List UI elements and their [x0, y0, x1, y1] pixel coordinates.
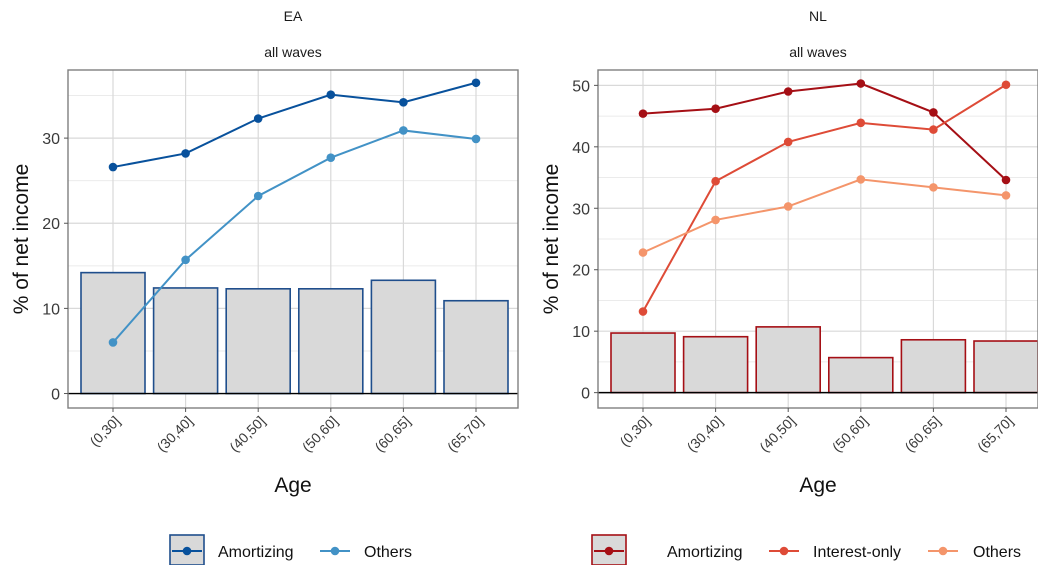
legend-point-key-1 [182, 546, 192, 556]
series-line-3 [642, 178, 1007, 254]
y-tick-label: 0 [51, 387, 60, 404]
series-line-2 [642, 83, 1007, 313]
y-tick-label: 20 [572, 263, 590, 280]
y-tick-label: 50 [572, 78, 590, 95]
y-tick-label: 0 [581, 386, 590, 403]
series-1-point-1 [638, 109, 648, 118]
y-tick-label: 40 [572, 140, 590, 157]
bar-1 [80, 271, 146, 395]
series-1-point-5 [929, 108, 938, 117]
series-1-point-4 [326, 90, 336, 99]
legend-label-1: Amortizing [667, 544, 743, 561]
legend-label-2: Others [364, 544, 412, 561]
series-2-point-3 [253, 191, 263, 201]
x-tick-label: (50,60] [299, 413, 341, 455]
legend-point-key-2 [330, 546, 340, 556]
panel-ea: EA all waves 0 10 20 30 (0,30] (30,40] (40,50] (5… [10, 8, 519, 565]
series-1-point-6 [471, 78, 481, 88]
legend: Amortizing Interest-only Others [591, 534, 1021, 565]
series-2-point-4 [326, 153, 336, 162]
bar-3 [225, 288, 291, 395]
series-3-point-1 [638, 248, 648, 257]
y-tick-label: 30 [42, 131, 60, 148]
series-2-point-2 [711, 176, 720, 186]
series-1-point-3 [783, 87, 793, 96]
legend-label-2: Interest-only [813, 544, 901, 561]
series-3-point-4 [856, 175, 866, 184]
bar-2 [682, 335, 749, 394]
x-tick-label: (0,30] [86, 413, 123, 450]
panel-subtitle: all waves [264, 44, 322, 60]
y-tick-label: 10 [42, 301, 60, 318]
bar-1 [610, 332, 676, 394]
y-tick-label: 30 [572, 201, 590, 218]
bar-4 [297, 288, 364, 395]
series-2-point-1 [108, 338, 118, 347]
series-2-point-4 [856, 118, 866, 128]
series-1-point-6 [1001, 175, 1011, 185]
y-tick-label: 20 [42, 216, 60, 233]
y-axis-title: % of net income [10, 164, 33, 315]
series-2-point-5 [399, 126, 408, 135]
panel-border [597, 69, 1038, 409]
panel-subtitle: all waves [789, 44, 847, 60]
y-axis-title: % of net income [540, 164, 563, 315]
x-tick-label: (30,40] [684, 413, 726, 455]
bar-5 [900, 338, 967, 394]
series-line-1 [642, 82, 1007, 181]
y-tick-label: 10 [572, 324, 590, 341]
series-2-point-3 [783, 137, 793, 147]
bar-4 [827, 356, 894, 394]
x-tick-label: (60,65] [371, 413, 413, 455]
series-line-2 [112, 129, 477, 344]
series-2-point-5 [929, 125, 938, 134]
bar-6 [443, 299, 509, 395]
series-3-point-6 [1001, 191, 1011, 200]
x-tick-label: (50,60] [829, 413, 871, 455]
series-3-point-5 [929, 183, 938, 192]
x-axis-title: Age [274, 474, 311, 497]
panel-nl: NL all waves 0 10 20 30 40 50 (0,30] (30,40] (40,5… [540, 8, 1038, 565]
x-tick-label: (0,30] [616, 413, 653, 450]
panel-title: EA [284, 8, 303, 24]
series-1-point-1 [108, 162, 118, 172]
series-2-point-6 [1001, 80, 1011, 90]
series-line-1 [112, 81, 477, 169]
series-1-point-2 [181, 149, 190, 158]
series-3-point-2 [711, 215, 720, 225]
series-2-point-1 [638, 307, 648, 316]
series-1-point-2 [711, 104, 720, 114]
panel-border [67, 69, 519, 409]
series-1-point-5 [399, 98, 408, 107]
legend: Amortizing Others [169, 534, 412, 565]
x-tick-label: (60,65] [901, 413, 943, 455]
series-2-point-2 [181, 255, 190, 265]
x-tick-label: (40,50] [226, 413, 268, 455]
bar-5 [370, 279, 437, 395]
bar-6 [973, 340, 1038, 394]
x-tick-label: (65,70] [974, 413, 1016, 455]
series-2-point-6 [471, 134, 481, 144]
bar-3 [755, 326, 822, 394]
series-1-point-3 [253, 114, 263, 123]
x-tick-label: (65,70] [444, 413, 486, 455]
bar-2 [152, 287, 219, 395]
legend-point-key-2 [779, 546, 789, 556]
series-3-point-3 [783, 202, 793, 211]
x-tick-label: (40,50] [756, 413, 798, 455]
series-1-point-4 [856, 79, 866, 88]
legend-label-1: Amortizing [218, 544, 294, 561]
legend-label-3: Others [973, 544, 1021, 561]
legend-point-key-1 [604, 546, 614, 556]
legend-point-key-3 [938, 546, 948, 556]
panel-title: NL [809, 8, 827, 24]
x-tick-label: (30,40] [154, 413, 196, 455]
x-axis-title: Age [799, 474, 836, 497]
